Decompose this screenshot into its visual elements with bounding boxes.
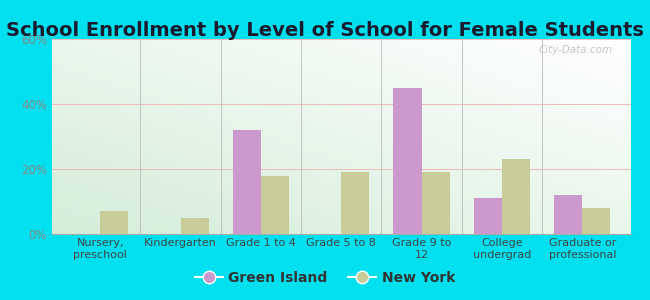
Bar [582, 208, 610, 234]
Text: City-Data.com: City-Data.com [539, 45, 613, 55]
Bar [181, 218, 209, 234]
Bar [422, 172, 450, 234]
Bar [474, 198, 502, 234]
Bar [502, 159, 530, 234]
Bar [100, 211, 128, 234]
Bar [233, 130, 261, 234]
Legend: Green Island, New York: Green Island, New York [189, 265, 461, 290]
Bar [554, 195, 582, 234]
Bar [393, 88, 422, 234]
Text: School Enrollment by Level of School for Female Students: School Enrollment by Level of School for… [6, 21, 644, 40]
Bar [341, 172, 369, 234]
Bar [261, 176, 289, 234]
